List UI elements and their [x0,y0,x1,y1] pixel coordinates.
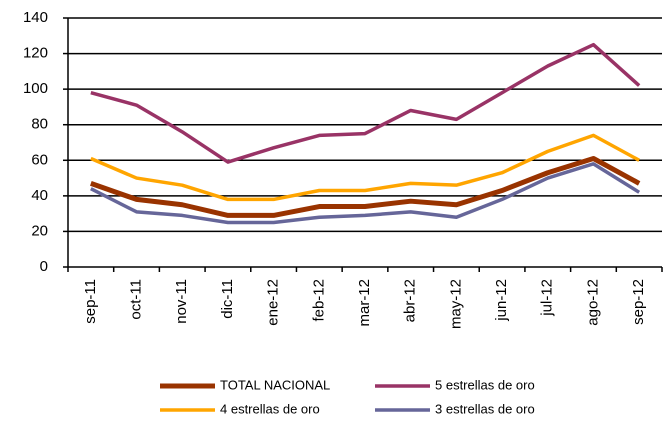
x-tick-label: ago-12 [584,279,601,326]
y-tick-label: 100 [23,80,48,97]
series-line [90,133,640,202]
y-tick-label: 140 [23,9,48,26]
x-tick-label: sep-11 [82,279,99,324]
legend-label: TOTAL NACIONAL [220,377,330,392]
x-tick-label: dic-11 [219,279,236,319]
legend-label: 3 estrellas de oro [435,401,535,416]
x-tick-label: oct-11 [128,279,145,320]
x-tick-label: sep-12 [630,279,647,325]
y-tick-label: 20 [31,222,48,239]
series-line [90,162,641,225]
legend-label: 5 estrellas de oro [435,377,535,392]
y-tick-label: 120 [23,45,48,62]
x-tick-label: ene-12 [265,279,282,326]
y-tick-label: 0 [40,258,48,275]
x-tick-label: abr-12 [402,279,419,322]
x-tick-label: feb-12 [310,279,327,322]
series-line [90,156,641,218]
legend-label: 4 estrellas de oro [220,401,320,416]
x-tick-label: mar-12 [356,279,373,327]
x-tick-label: jul-12 [539,279,556,317]
series-line [90,42,641,164]
x-tick-label: nov-11 [173,279,190,324]
y-tick-label: 40 [31,187,48,204]
x-tick-label: jun-12 [493,279,510,322]
y-tick-label: 60 [31,151,48,168]
x-tick-label: may-12 [447,279,464,329]
y-tick-label: 80 [31,116,48,133]
